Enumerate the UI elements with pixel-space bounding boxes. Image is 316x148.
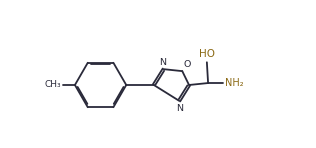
Text: NH₂: NH₂	[225, 78, 243, 88]
Text: N: N	[159, 58, 166, 67]
Text: O: O	[184, 60, 191, 69]
Text: HO: HO	[199, 49, 215, 59]
Text: CH₃: CH₃	[44, 81, 61, 90]
Text: N: N	[176, 104, 183, 113]
